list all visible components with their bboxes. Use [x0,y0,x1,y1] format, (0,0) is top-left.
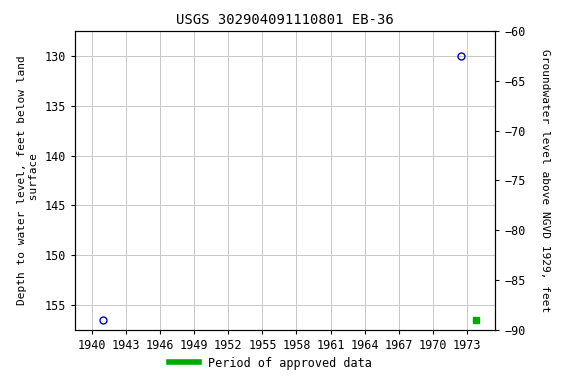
Legend: Period of approved data: Period of approved data [165,352,377,374]
Title: USGS 302904091110801 EB-36: USGS 302904091110801 EB-36 [176,13,394,27]
Y-axis label: Depth to water level, feet below land
 surface: Depth to water level, feet below land su… [17,56,39,305]
Y-axis label: Groundwater level above NGVD 1929, feet: Groundwater level above NGVD 1929, feet [540,49,550,312]
